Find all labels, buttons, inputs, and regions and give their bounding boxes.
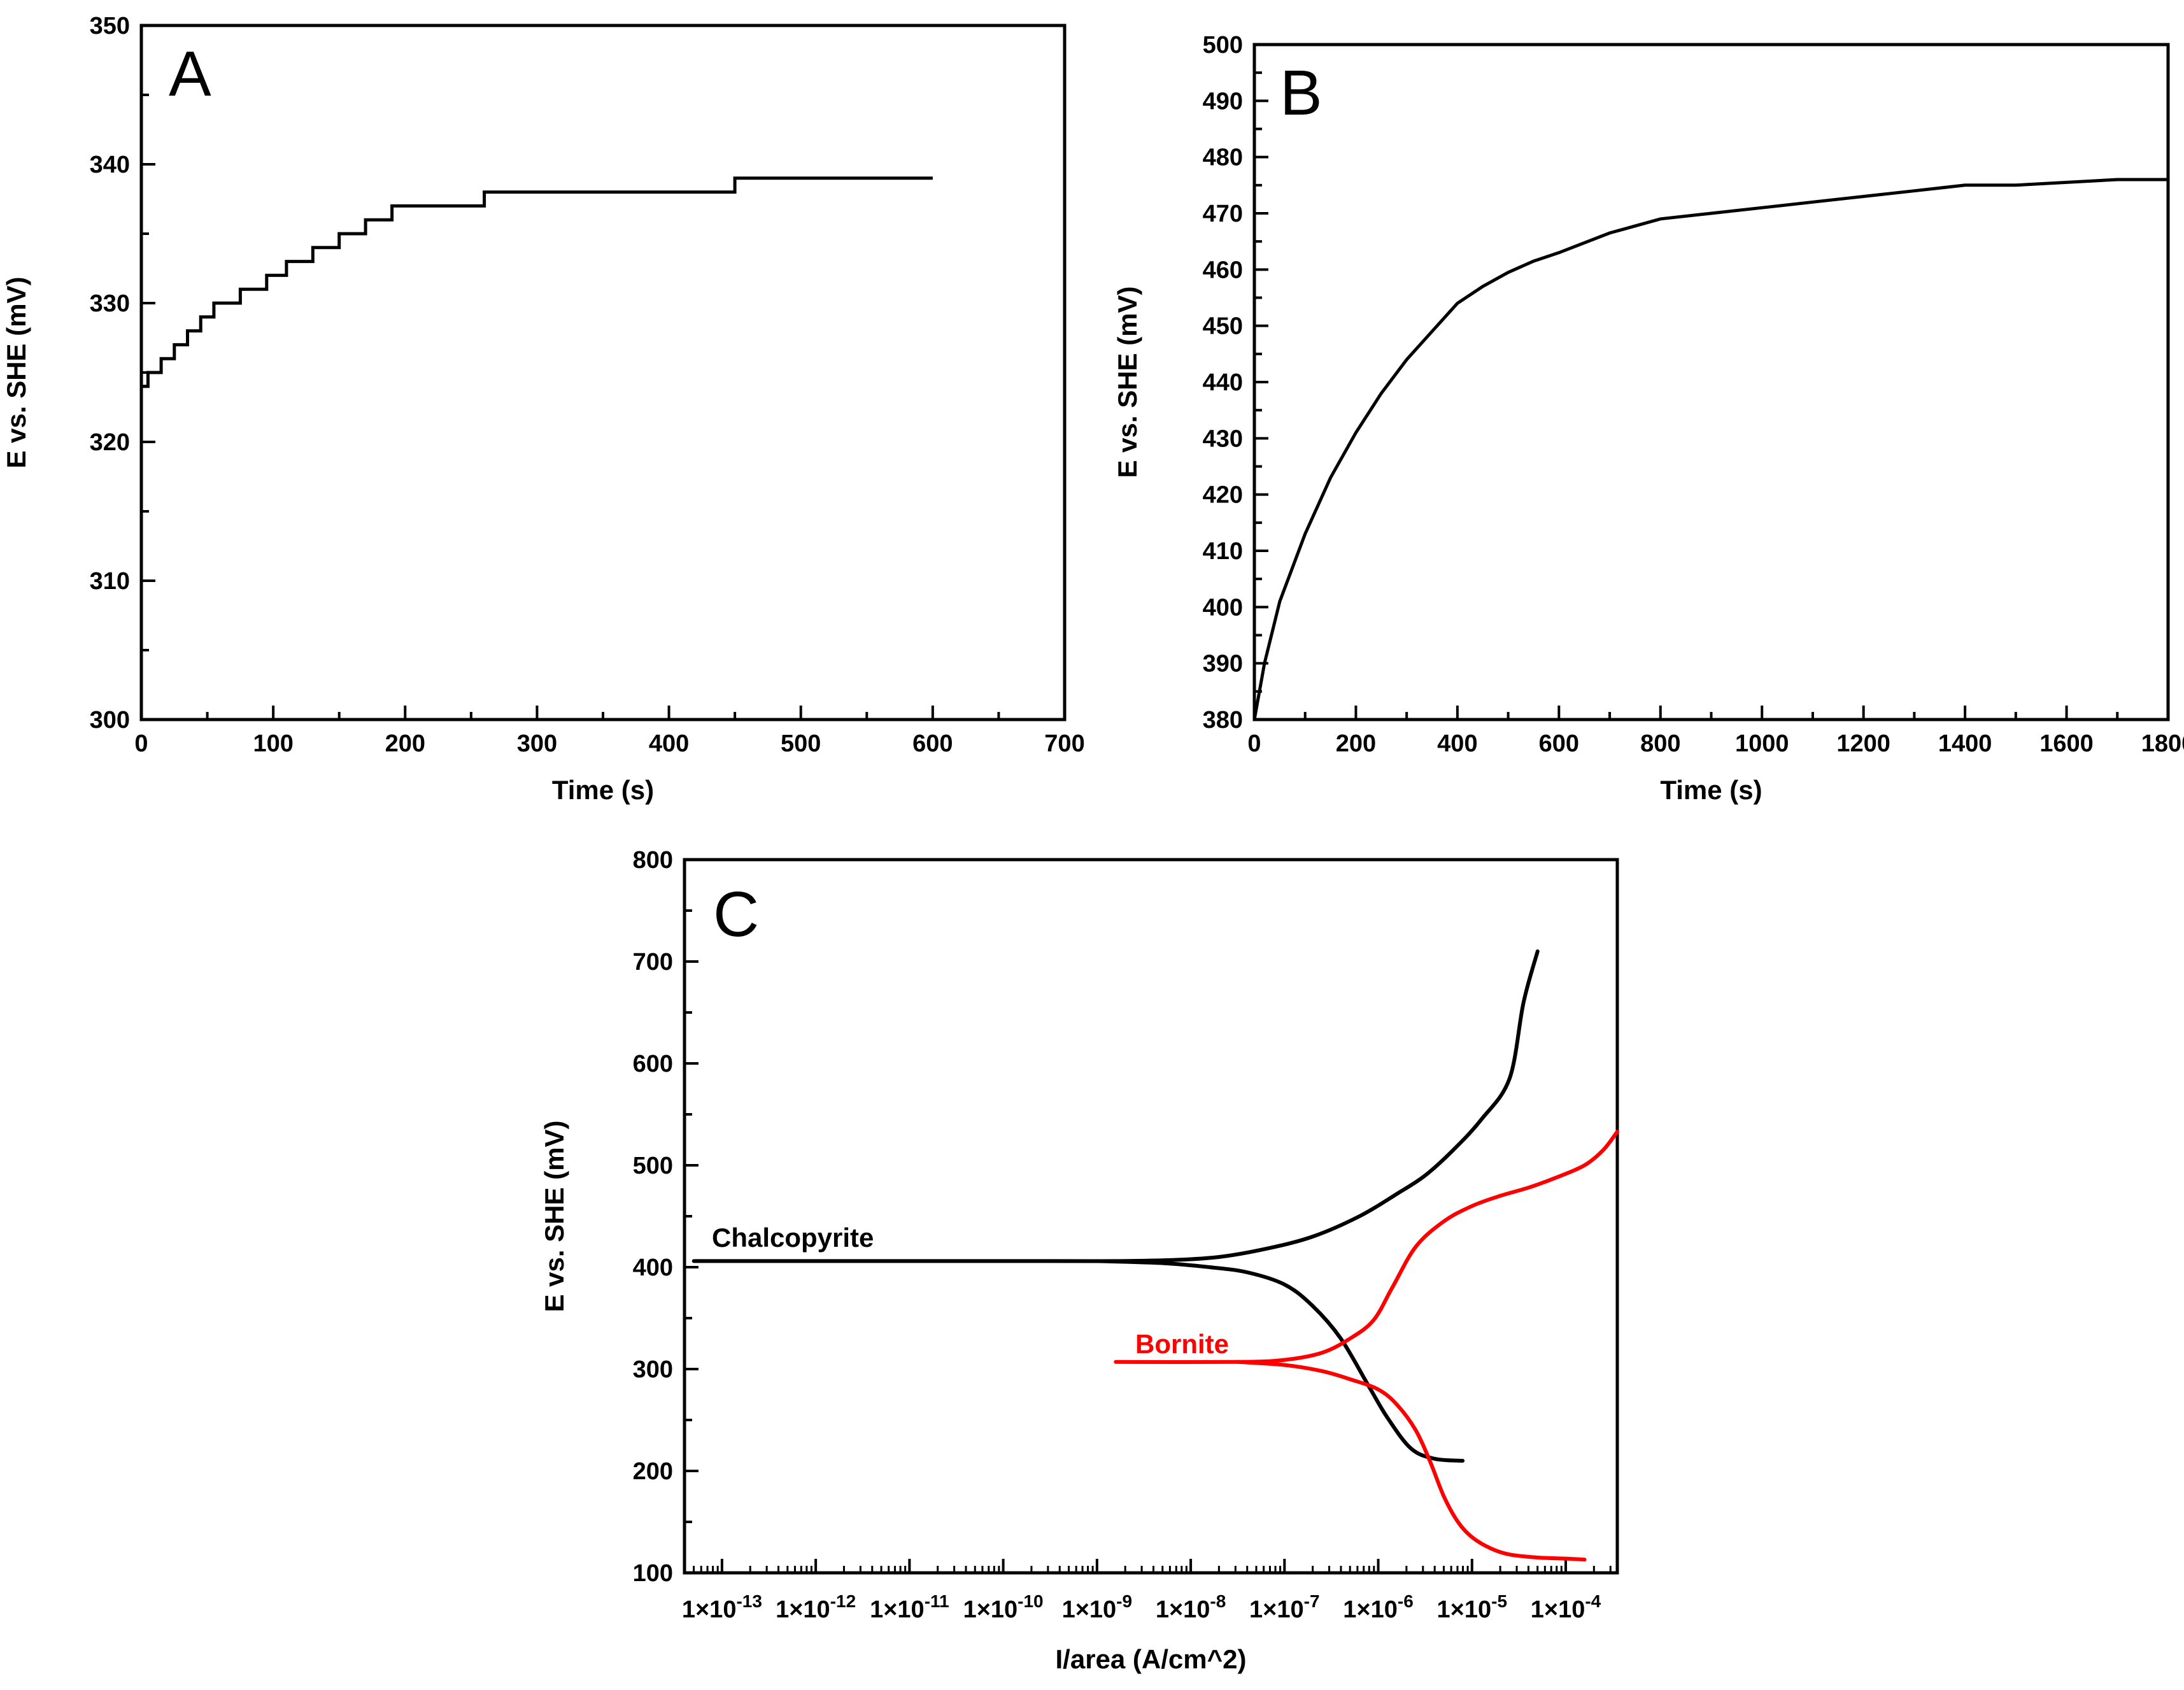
- series-line: [141, 176, 933, 388]
- series-line: [1235, 1360, 1587, 1562]
- x-tick-label: 1×10-5: [1437, 1591, 1508, 1623]
- y-tick-label: 450: [1203, 313, 1243, 340]
- x-tick-label: 700: [1044, 730, 1084, 757]
- x-tick-label: 1200: [1836, 730, 1890, 757]
- y-tick-label: 420: [1203, 482, 1243, 509]
- x-tick-label: 1×10-10: [963, 1591, 1044, 1623]
- panel-letter: B: [1280, 57, 1322, 129]
- x-tick-label: 400: [1437, 730, 1477, 757]
- label-chalcopyrite: Chalcopyrite: [712, 1223, 874, 1253]
- y-tick-label: 700: [633, 949, 673, 976]
- y-tick-label: 390: [1203, 651, 1243, 678]
- x-tick-label: 1×10-6: [1343, 1591, 1414, 1623]
- panel-b: 0 200 400 600 800 1000 1200 1400 1600 1800 380 390 4…: [1112, 32, 2184, 805]
- series-line: [691, 949, 1540, 1263]
- x-tick-label: 800: [1640, 730, 1680, 757]
- series-line: [1095, 1259, 1465, 1463]
- y-tick-label: 200: [633, 1458, 673, 1485]
- x-tick-label: 1800: [2141, 730, 2184, 757]
- x-tick-exponent: -13: [736, 1591, 762, 1611]
- x-tick-label: 1000: [1735, 730, 1789, 757]
- panel-a: 0 100 200 300 400 500 600 700 300 310 320 330 340 350…: [1, 13, 1085, 805]
- x-tick-label: 200: [1336, 730, 1376, 757]
- x-axis-title: Time (s): [1660, 775, 1762, 805]
- y-tick-label: 320: [90, 429, 130, 456]
- x-axis-title: Time (s): [552, 775, 654, 805]
- series-line: [1114, 1130, 1619, 1365]
- x-tick-label: 0: [134, 730, 148, 757]
- x-tick-exponent: -7: [1304, 1591, 1320, 1611]
- x-tick-label: 1×10-12: [776, 1591, 856, 1623]
- y-tick-label: 310: [90, 568, 130, 595]
- y-tick-label: 470: [1203, 201, 1243, 227]
- y-tick-label: 340: [90, 152, 130, 178]
- x-tick-label: 1600: [2039, 730, 2094, 757]
- x-tick-exponent: -5: [1491, 1591, 1507, 1611]
- panel-letter: C: [713, 879, 759, 950]
- y-tick-label: 490: [1203, 88, 1243, 115]
- y-axis-title: E vs. SHE (mV): [539, 1120, 569, 1312]
- x-tick-label: 1×10-7: [1249, 1591, 1320, 1623]
- x-tick-label: 0: [1247, 730, 1261, 757]
- y-tick-label: 380: [1203, 707, 1243, 734]
- x-tick-label: 1×10-13: [682, 1591, 762, 1623]
- y-tick-label: 500: [1203, 32, 1243, 59]
- x-tick-label: 1400: [1938, 730, 1992, 757]
- series-line: [1252, 178, 2168, 720]
- x-tick-label: 500: [781, 730, 821, 757]
- plot-frame: [683, 858, 1619, 1575]
- x-axis-title: I/area (A/cm^2): [1056, 1644, 1247, 1674]
- x-tick-exponent: -10: [1018, 1591, 1043, 1611]
- x-tick-exponent: -6: [1398, 1591, 1414, 1611]
- y-axis-title: E vs. SHE (mV): [1112, 286, 1142, 478]
- y-tick-label: 350: [90, 13, 130, 39]
- x-tick-label: 200: [385, 730, 425, 757]
- y-tick-label: 330: [90, 290, 130, 317]
- x-tick-label: 600: [1539, 730, 1579, 757]
- y-axis-title: E vs. SHE (mV): [1, 276, 31, 468]
- y-tick-label: 430: [1203, 425, 1243, 452]
- x-tick-exponent: -4: [1585, 1591, 1601, 1611]
- y-tick-label: 300: [633, 1356, 673, 1383]
- y-tick-label: 600: [633, 1051, 673, 1077]
- y-tick-label: 400: [1203, 594, 1243, 621]
- y-tick-label: 440: [1203, 369, 1243, 396]
- x-tick-exponent: -11: [925, 1591, 949, 1611]
- x-tick-exponent: -12: [830, 1591, 856, 1611]
- panel-letter: A: [169, 38, 211, 110]
- x-tick-label: 100: [253, 730, 293, 757]
- x-tick-label: 1×10-9: [1062, 1591, 1133, 1623]
- plot-frame: [139, 24, 1067, 721]
- y-tick-label: 410: [1203, 538, 1243, 565]
- panel-c: 1×10-13 1×10-12 1×10-11 1×10-10 1×10-9 1×10-8…: [539, 847, 1619, 1674]
- x-tick-label: 1×10-11: [870, 1591, 949, 1623]
- y-tick-label: 460: [1203, 257, 1243, 283]
- label-bornite: Bornite: [1135, 1329, 1229, 1359]
- x-tick-label: 1×10-4: [1531, 1591, 1601, 1623]
- y-tick-label: 300: [90, 707, 130, 734]
- x-tick-label: 1×10-8: [1156, 1591, 1226, 1623]
- x-tick-label: 300: [517, 730, 557, 757]
- x-tick-exponent: -8: [1210, 1591, 1226, 1611]
- y-tick-label: 500: [633, 1153, 673, 1179]
- y-tick-label: 800: [633, 847, 673, 874]
- x-tick-exponent: -9: [1116, 1591, 1132, 1611]
- y-tick-label: 480: [1203, 145, 1243, 171]
- y-tick-label: 400: [633, 1254, 673, 1281]
- y-tick-label: 100: [633, 1560, 673, 1587]
- x-tick-label: 600: [912, 730, 953, 757]
- x-tick-label: 400: [649, 730, 689, 757]
